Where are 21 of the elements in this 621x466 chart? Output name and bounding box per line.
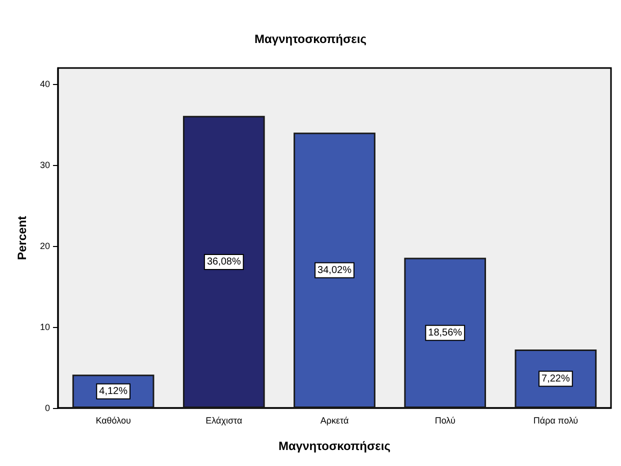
data-label: 18,56%: [428, 327, 462, 338]
y-tick-label: 10: [40, 322, 50, 332]
x-tick-label: Πολύ: [434, 416, 456, 426]
bar: [294, 132, 376, 408]
bar: [404, 258, 486, 408]
x-tick-label: Καθόλου: [96, 416, 131, 426]
x-tick-label: Αρκετά: [320, 416, 349, 426]
y-axis-title: Percent: [15, 216, 29, 260]
y-tick-label: 0: [44, 403, 50, 413]
x-tick-label: Ελάχιστα: [206, 416, 242, 426]
x-tick-label: Πάρα πολύ: [533, 416, 578, 426]
chart-title: Μαγνητοσκοπήσεις: [254, 32, 366, 46]
data-label: 7,22%: [542, 373, 570, 384]
y-tick-label: 20: [40, 241, 50, 252]
y-tick-label: 40: [40, 79, 50, 90]
data-label: 34,02%: [318, 264, 352, 276]
bar: [182, 116, 265, 408]
x-axis-title: Μαγνητοσκοπήσεις: [278, 439, 390, 453]
data-label: 4,12%: [99, 386, 128, 397]
data-label: 36,08%: [206, 256, 241, 268]
y-tick-label: 30: [40, 160, 50, 170]
